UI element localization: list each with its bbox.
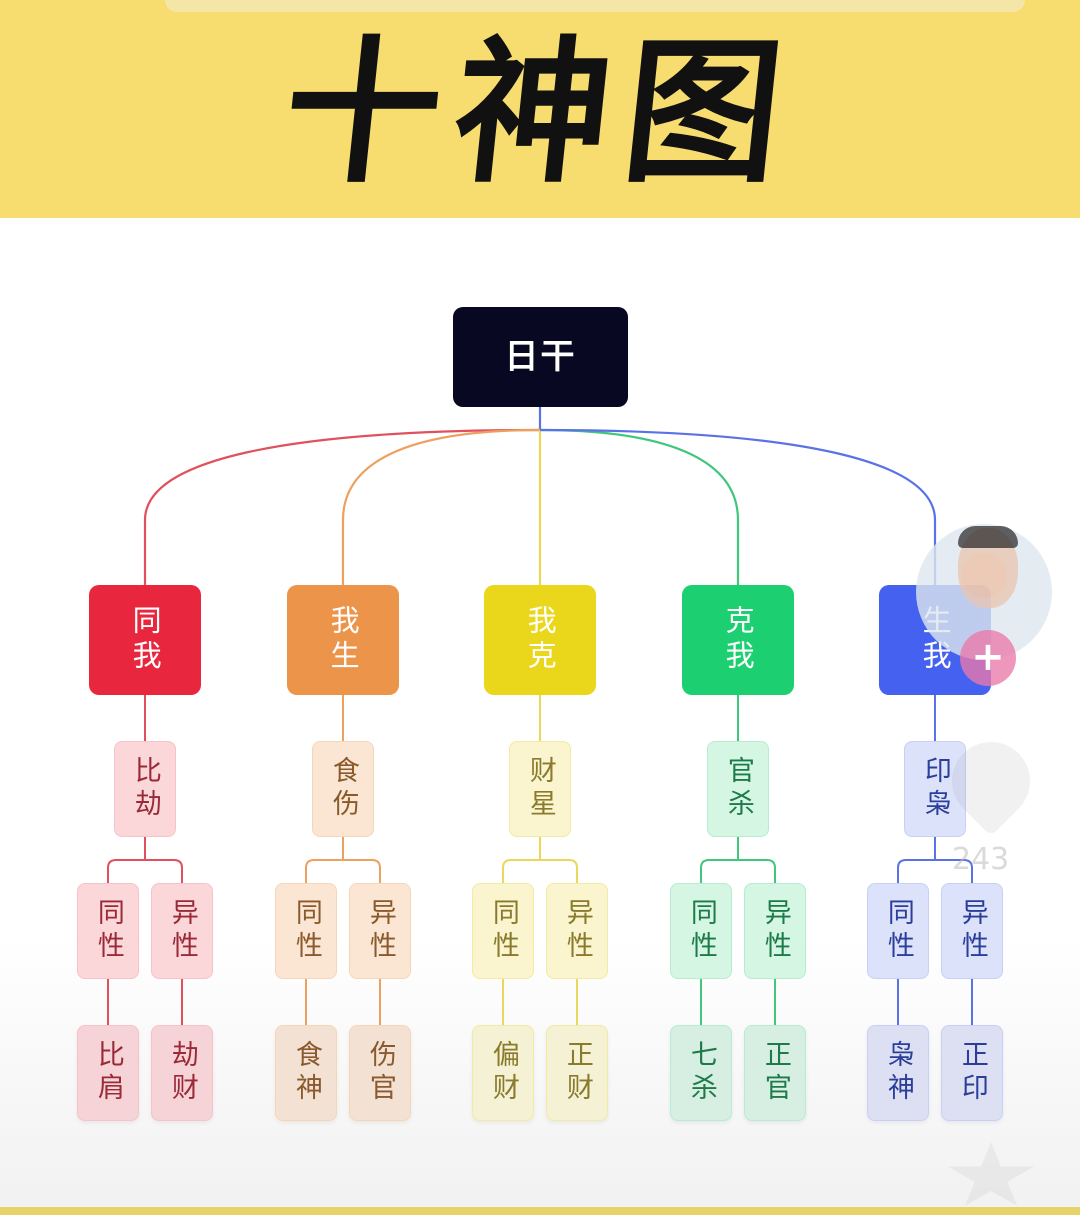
- fork-line-wosheng: [305, 859, 381, 883]
- gender-node-wosheng-1: 异性: [349, 883, 411, 979]
- category-node-woke-label: 我克: [523, 605, 558, 675]
- leaf-node-shengwo-1-label: 正印: [956, 1040, 988, 1106]
- fork-line-woke: [502, 859, 578, 883]
- follow-button[interactable]: +: [960, 630, 1016, 686]
- category-node-kewo-label: 克我: [721, 605, 756, 675]
- leaf-node-kewo-1-label: 正官: [759, 1040, 791, 1106]
- leaf-node-wosheng-0: 食神: [275, 1025, 337, 1121]
- gender-node-shengwo-1-label: 异性: [956, 898, 988, 964]
- gender-node-kewo-0-label: 同性: [685, 898, 717, 964]
- leaf-node-woke-1: 正财: [546, 1025, 608, 1121]
- fork-line-shengwo: [897, 859, 973, 883]
- subgroup-node-tongwo: 比劫: [114, 741, 176, 837]
- subgroup-node-kewo-label: 官杀: [722, 756, 754, 822]
- gender-node-wosheng-0: 同性: [275, 883, 337, 979]
- leaf-node-tongwo-0-label: 比肩: [92, 1040, 124, 1106]
- gender-node-shengwo-0: 同性: [867, 883, 929, 979]
- category-node-woke: 我克: [484, 585, 596, 695]
- gender-node-woke-0: 同性: [472, 883, 534, 979]
- root-node-label: 日干: [504, 336, 577, 377]
- subgroup-node-shengwo-label: 印枭: [919, 756, 951, 822]
- subgroup-node-woke: 财星: [509, 741, 571, 837]
- gender-node-tongwo-0-label: 同性: [92, 898, 124, 964]
- leaf-node-tongwo-0: 比肩: [77, 1025, 139, 1121]
- gender-node-shengwo-1: 异性: [941, 883, 1003, 979]
- gender-node-woke-0-label: 同性: [487, 898, 519, 964]
- leaf-node-woke-1-label: 正财: [561, 1040, 593, 1106]
- branch-line-tongwo: [143, 428, 541, 585]
- branch-line-kewo: [539, 428, 740, 585]
- gender-node-tongwo-1: 异性: [151, 883, 213, 979]
- leaf-node-shengwo-0-label: 枭神: [882, 1040, 914, 1106]
- leaf-node-wosheng-0-label: 食神: [290, 1040, 322, 1106]
- gender-node-woke-1: 异性: [546, 883, 608, 979]
- root-node-rigan: 日干: [453, 307, 628, 407]
- leaf-node-wosheng-1: 伤官: [349, 1025, 411, 1121]
- leaf-node-wosheng-1-label: 伤官: [364, 1040, 396, 1106]
- leaf-node-woke-0-label: 偏财: [487, 1040, 519, 1106]
- gender-node-wosheng-0-label: 同性: [290, 898, 322, 964]
- gender-node-wosheng-1-label: 异性: [364, 898, 396, 964]
- subgroup-node-tongwo-label: 比劫: [129, 756, 161, 822]
- gender-node-tongwo-1-label: 异性: [166, 898, 198, 964]
- title-banner: 十神图: [0, 0, 1080, 218]
- like-count: 243: [952, 842, 1010, 877]
- leaf-node-kewo-0: 七杀: [670, 1025, 732, 1121]
- gender-node-kewo-0: 同性: [670, 883, 732, 979]
- leaf-node-kewo-0-label: 七杀: [685, 1040, 717, 1106]
- banner-top-strip: [165, 0, 1025, 12]
- leaf-node-woke-0: 偏财: [472, 1025, 534, 1121]
- branch-line-shengwo: [539, 428, 937, 585]
- bottom-bar: [0, 1207, 1080, 1215]
- leaf-node-kewo-1: 正官: [744, 1025, 806, 1121]
- category-node-kewo: 克我: [682, 585, 794, 695]
- leaf-node-tongwo-1: 劫财: [151, 1025, 213, 1121]
- category-node-tongwo-label: 同我: [128, 605, 163, 675]
- subgroup-node-kewo: 官杀: [707, 741, 769, 837]
- subgroup-node-woke-label: 财星: [524, 756, 556, 822]
- category-node-wosheng-label: 我生: [326, 605, 361, 675]
- category-node-tongwo: 同我: [89, 585, 201, 695]
- gender-node-woke-1-label: 异性: [561, 898, 593, 964]
- gender-node-kewo-1-label: 异性: [759, 898, 791, 964]
- subgroup-node-wosheng: 食伤: [312, 741, 374, 837]
- subgroup-node-wosheng-label: 食伤: [327, 756, 359, 822]
- leaf-node-shengwo-1: 正印: [941, 1025, 1003, 1121]
- leaf-node-shengwo-0: 枭神: [867, 1025, 929, 1121]
- gender-node-tongwo-0: 同性: [77, 883, 139, 979]
- subgroup-node-shengwo: 印枭: [904, 741, 966, 837]
- gender-node-kewo-1: 异性: [744, 883, 806, 979]
- fork-line-kewo: [700, 859, 776, 883]
- branch-line-wosheng: [341, 428, 541, 585]
- avatar-hair: [958, 526, 1018, 548]
- gender-node-shengwo-0-label: 同性: [882, 898, 914, 964]
- leaf-node-tongwo-1-label: 劫财: [166, 1040, 198, 1106]
- fork-line-tongwo: [107, 859, 183, 883]
- category-node-wosheng: 我生: [287, 585, 399, 695]
